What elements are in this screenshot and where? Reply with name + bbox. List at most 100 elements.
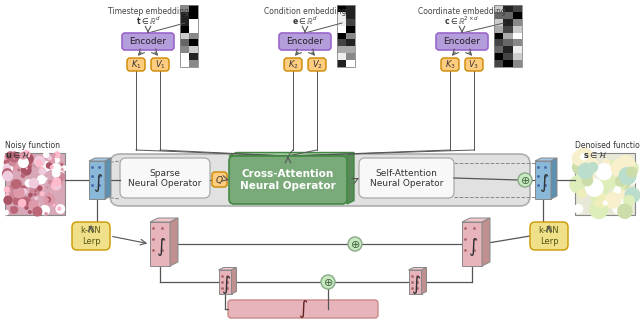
Polygon shape xyxy=(482,218,490,266)
Circle shape xyxy=(24,206,29,210)
Circle shape xyxy=(22,199,25,202)
Circle shape xyxy=(59,165,61,167)
Bar xyxy=(337,39,346,46)
Text: $\mathbf{s} \in \mathcal{H}$: $\mathbf{s} \in \mathcal{H}$ xyxy=(583,150,607,160)
Circle shape xyxy=(573,204,583,214)
Text: Condition embedding: Condition embedding xyxy=(264,7,346,16)
Circle shape xyxy=(45,177,47,180)
Circle shape xyxy=(24,179,33,187)
Circle shape xyxy=(611,188,627,202)
Text: $K_3$: $K_3$ xyxy=(445,58,456,71)
Polygon shape xyxy=(462,218,490,222)
Circle shape xyxy=(4,154,10,160)
Circle shape xyxy=(577,156,584,163)
Circle shape xyxy=(22,150,31,158)
Circle shape xyxy=(9,191,17,200)
Circle shape xyxy=(3,196,13,205)
Circle shape xyxy=(13,187,25,198)
Circle shape xyxy=(54,173,61,180)
Circle shape xyxy=(581,174,593,186)
Bar xyxy=(513,60,522,67)
Bar xyxy=(494,60,503,67)
Bar xyxy=(180,46,189,53)
Circle shape xyxy=(9,159,16,166)
Bar xyxy=(494,53,503,60)
FancyBboxPatch shape xyxy=(441,58,459,71)
Bar xyxy=(189,39,198,46)
Circle shape xyxy=(623,199,632,209)
Circle shape xyxy=(582,161,595,173)
Bar xyxy=(513,26,522,32)
Text: Denoised function: Denoised function xyxy=(575,141,640,150)
Circle shape xyxy=(3,210,9,215)
Circle shape xyxy=(9,162,13,165)
Circle shape xyxy=(607,178,611,183)
Circle shape xyxy=(57,158,59,160)
Circle shape xyxy=(45,203,47,205)
Circle shape xyxy=(577,189,586,198)
Circle shape xyxy=(51,181,61,191)
Bar xyxy=(346,12,355,19)
Bar xyxy=(180,26,189,32)
Circle shape xyxy=(573,147,594,167)
Bar xyxy=(408,270,422,294)
Bar xyxy=(535,161,551,199)
Bar xyxy=(337,46,346,53)
Circle shape xyxy=(29,186,40,196)
Circle shape xyxy=(595,163,612,180)
FancyBboxPatch shape xyxy=(122,33,174,50)
Circle shape xyxy=(46,187,49,188)
Circle shape xyxy=(21,188,28,194)
Text: $\int$: $\int$ xyxy=(156,236,166,258)
Text: $\mathbf{e} \in \mathbb{R}^{d}$: $\mathbf{e} \in \mathbb{R}^{d}$ xyxy=(292,15,318,27)
Circle shape xyxy=(3,171,13,181)
Bar xyxy=(503,46,513,53)
Circle shape xyxy=(4,187,10,193)
Bar xyxy=(189,32,198,39)
Circle shape xyxy=(616,198,623,206)
Circle shape xyxy=(18,189,24,195)
Circle shape xyxy=(44,212,48,216)
Circle shape xyxy=(618,177,630,190)
Polygon shape xyxy=(89,158,111,161)
Circle shape xyxy=(617,203,632,219)
Circle shape xyxy=(609,167,624,182)
FancyBboxPatch shape xyxy=(436,33,488,50)
Bar xyxy=(180,5,189,12)
Bar xyxy=(494,5,522,67)
Circle shape xyxy=(13,158,15,160)
FancyBboxPatch shape xyxy=(229,156,347,204)
Polygon shape xyxy=(170,218,178,266)
Circle shape xyxy=(51,163,61,173)
Polygon shape xyxy=(229,152,354,156)
Bar xyxy=(189,46,198,53)
Circle shape xyxy=(52,204,56,207)
Circle shape xyxy=(10,208,16,214)
Text: $V_3$: $V_3$ xyxy=(468,58,479,71)
Circle shape xyxy=(56,204,65,214)
Bar xyxy=(513,19,522,26)
Circle shape xyxy=(589,200,609,219)
Circle shape xyxy=(31,203,39,211)
Bar xyxy=(494,39,503,46)
Circle shape xyxy=(588,162,598,173)
Circle shape xyxy=(20,165,32,176)
Bar xyxy=(346,19,355,26)
Circle shape xyxy=(36,203,40,206)
Text: $\int$: $\int$ xyxy=(221,274,231,296)
Bar xyxy=(494,46,503,53)
FancyBboxPatch shape xyxy=(228,300,378,318)
Bar xyxy=(513,46,522,53)
Circle shape xyxy=(49,157,55,163)
Circle shape xyxy=(33,161,39,167)
Circle shape xyxy=(603,201,608,206)
Circle shape xyxy=(36,184,39,187)
Circle shape xyxy=(17,169,20,171)
Bar xyxy=(180,19,189,26)
Circle shape xyxy=(591,181,603,193)
Text: Neural Operator: Neural Operator xyxy=(240,181,336,191)
Circle shape xyxy=(36,159,42,165)
Circle shape xyxy=(582,176,593,188)
Circle shape xyxy=(626,166,637,178)
Circle shape xyxy=(45,162,52,169)
